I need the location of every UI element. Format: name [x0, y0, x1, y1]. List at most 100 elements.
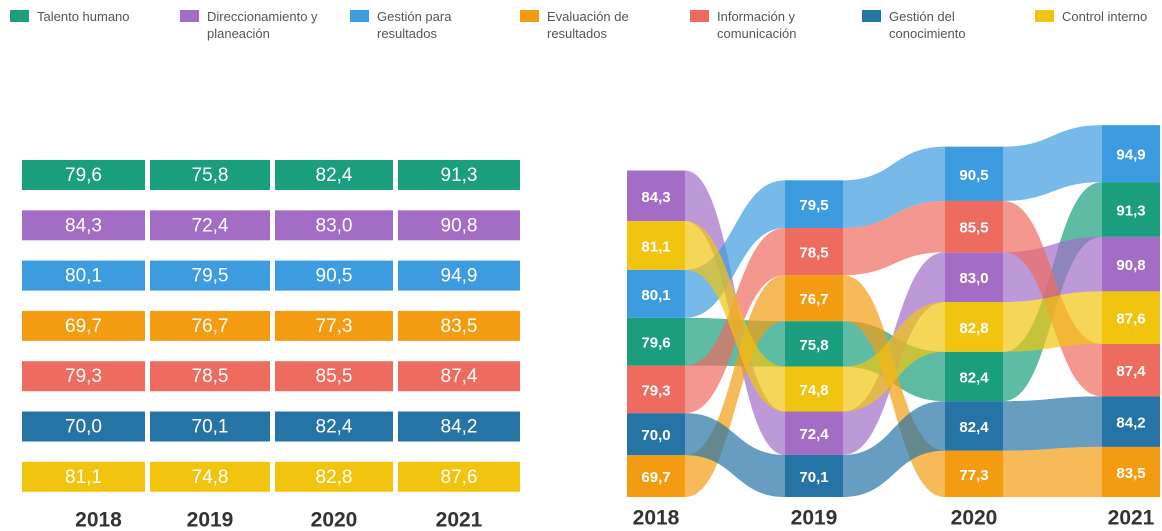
cell-label: 85,5: [316, 366, 353, 387]
node: [945, 351, 1003, 402]
year-label: 2019: [791, 507, 838, 530]
cell-label: 90,8: [441, 215, 478, 236]
legend-swatch: [520, 10, 539, 22]
year-label: 2018: [633, 507, 680, 530]
legend-item: Direccionamiento y planeación: [180, 8, 332, 42]
cell: [22, 361, 145, 392]
node: [627, 455, 685, 497]
ribbon: [843, 401, 945, 497]
cell: [150, 361, 270, 392]
node-label: 77,3: [959, 467, 988, 484]
node-label: 82,8: [959, 320, 988, 337]
cell: [275, 361, 393, 392]
cell: [22, 411, 145, 442]
node-label: 83,5: [1116, 465, 1145, 482]
node: [1102, 396, 1160, 447]
node: [785, 321, 843, 367]
ribbon: [843, 302, 945, 412]
legend-item: Evaluación de resultados: [520, 8, 637, 42]
node: [785, 275, 843, 322]
node: [1102, 182, 1160, 237]
legend-swatch: [180, 10, 199, 22]
cell: [275, 210, 393, 241]
cell-label: 90,5: [316, 266, 353, 287]
node: [945, 401, 1003, 451]
node-label: 79,3: [641, 382, 670, 399]
legend-label: Información y comunicación: [717, 9, 797, 41]
cell: [22, 461, 145, 492]
cell-label: 82,4: [316, 417, 353, 438]
cell: [150, 260, 270, 291]
node-label: 90,8: [1116, 257, 1145, 274]
node-label: 70,0: [641, 427, 670, 444]
cell-label: 84,2: [441, 417, 478, 438]
node: [1102, 291, 1160, 344]
node-label: 76,7: [799, 291, 828, 308]
node-label: 79,6: [641, 335, 670, 352]
cell: [398, 160, 520, 190]
node-label: 90,5: [959, 167, 988, 184]
cell-label: 76,7: [192, 316, 229, 337]
node: [785, 454, 843, 497]
node: [1102, 343, 1160, 397]
legend-item: Información y comunicación: [690, 8, 807, 42]
cell: [275, 260, 393, 291]
cell: [275, 310, 393, 341]
node: [945, 252, 1003, 303]
cell: [275, 160, 393, 190]
legend-item: Gestión del conocimiento: [862, 8, 979, 42]
node: [785, 180, 843, 229]
node: [945, 200, 1003, 253]
node: [945, 450, 1003, 497]
cell-label: 91,3: [441, 165, 478, 186]
node: [627, 170, 685, 222]
node-label: 78,5: [799, 245, 828, 262]
ribbon: [843, 146, 945, 229]
cell-label: 83,5: [441, 316, 478, 337]
cell-label: 78,5: [192, 366, 229, 387]
cell: [22, 310, 145, 341]
node: [1102, 125, 1160, 183]
ribbon: [843, 200, 945, 276]
node: [785, 366, 843, 412]
node: [627, 221, 685, 270]
cell: [150, 160, 270, 190]
cell-label: 87,4: [441, 366, 478, 387]
cell: [398, 461, 520, 492]
node-label: 79,5: [799, 197, 828, 214]
cell: [150, 310, 270, 341]
cell: [398, 260, 520, 291]
node-label: 84,2: [1116, 415, 1145, 432]
cell-label: 94,9: [441, 266, 478, 287]
cell: [22, 160, 145, 190]
boxes: 79,6 75,8 82,4 91,3 84,3 72,4 83,0 90,8 80,1 79,5…: [627, 125, 1160, 497]
ribbons: [685, 125, 1102, 497]
node-label: 91,3: [1116, 202, 1145, 219]
legend-swatch: [10, 10, 29, 22]
node: [945, 302, 1003, 352]
cell: [275, 411, 393, 442]
legend-label: Control interno: [1062, 9, 1148, 24]
node-label: 94,9: [1116, 147, 1145, 164]
node-label: 84,3: [641, 189, 670, 206]
cell-label: 79,3: [65, 366, 102, 387]
legend-item: Gestión para resultados: [350, 8, 467, 42]
cell-label: 79,5: [192, 266, 229, 287]
ribbon: [685, 413, 785, 497]
legend-label: Talento humano: [37, 9, 130, 24]
node-label: 80,1: [641, 287, 670, 304]
cell: [22, 260, 145, 291]
cell-label: 77,3: [316, 316, 353, 337]
node: [785, 228, 843, 276]
legend-swatch: [862, 10, 881, 22]
node-label: 74,8: [799, 382, 828, 399]
year-label: 2019: [187, 509, 234, 531]
node: [1102, 236, 1160, 292]
cell-label: 80,1: [65, 266, 102, 287]
ribbon: [1003, 125, 1102, 201]
node: [627, 413, 685, 456]
legend-swatch: [690, 10, 709, 22]
legend-swatch: [1035, 10, 1054, 22]
